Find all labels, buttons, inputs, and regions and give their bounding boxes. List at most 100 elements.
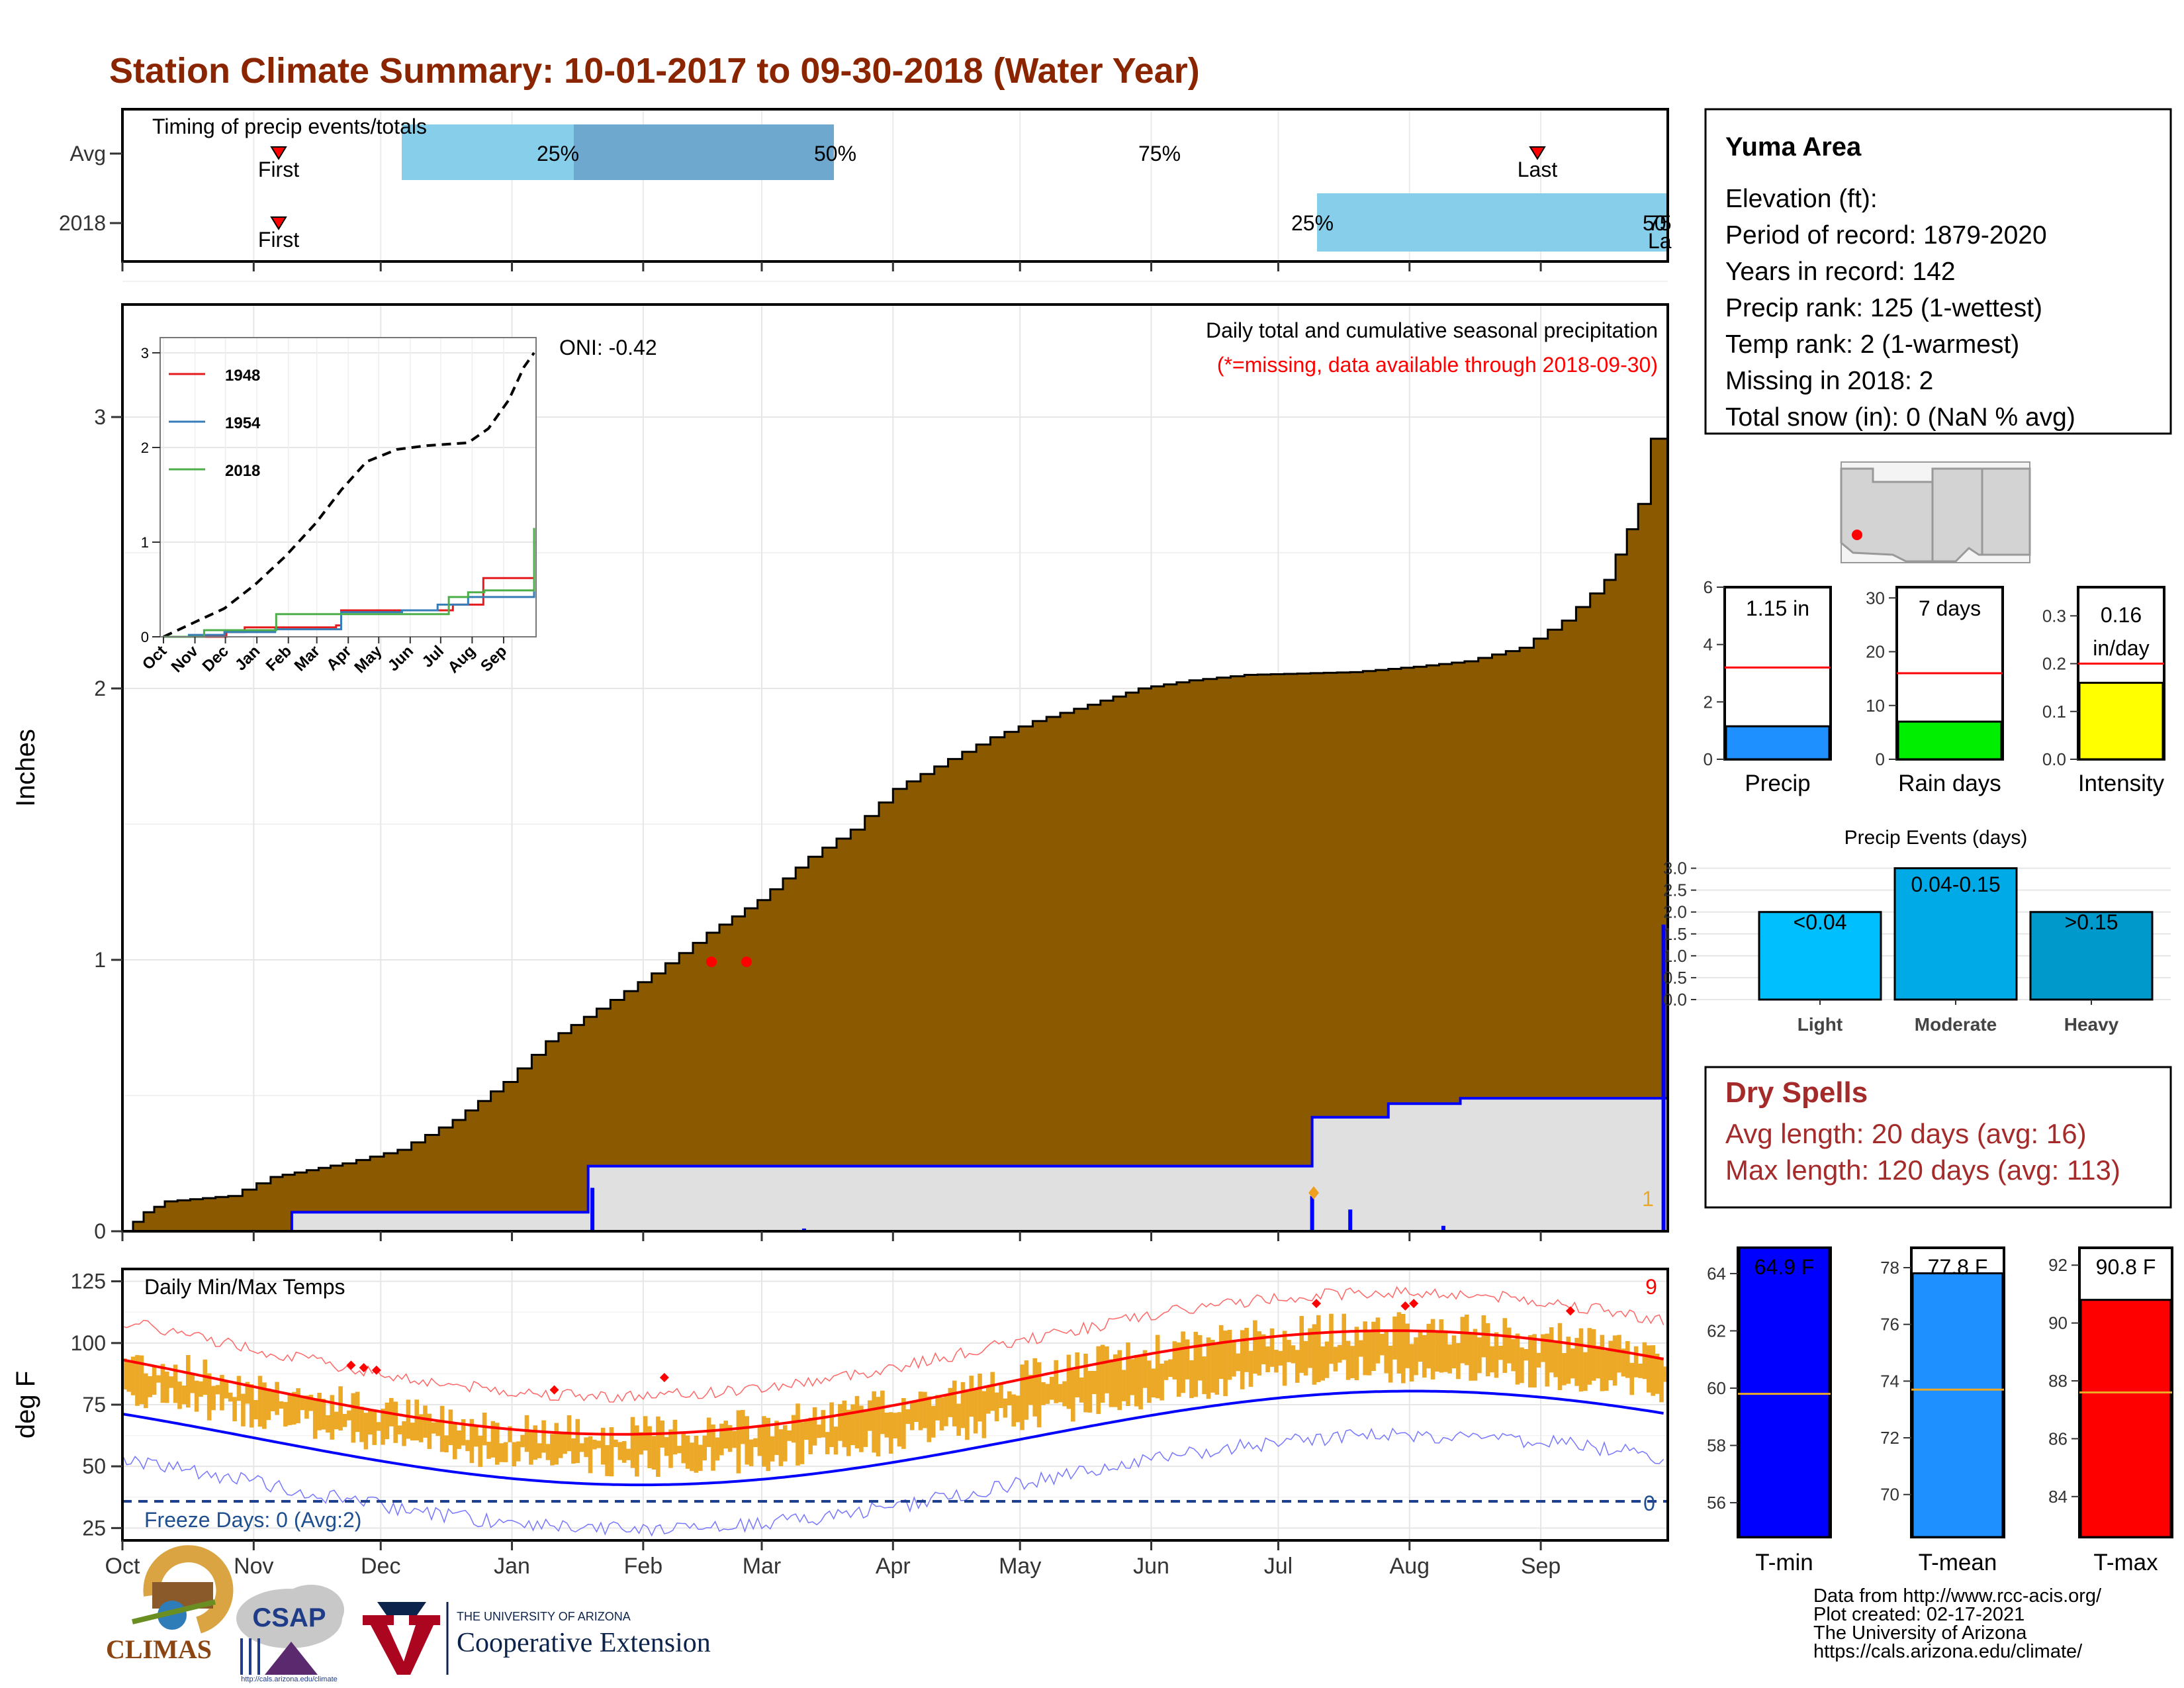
daily-temp-bar (952, 1380, 957, 1427)
daily-temp-bar (1473, 1329, 1478, 1381)
daily-temp-bar (1130, 1359, 1135, 1395)
daily-temp-bar (1126, 1342, 1130, 1406)
daily-temp-bar (872, 1391, 876, 1453)
daily-temp-bar (1520, 1347, 1524, 1383)
rain-days-value: 7 days (1919, 596, 1981, 620)
mini-charts: 1.15 in 7 days 0.16 in/day Precip Rain d… (1704, 577, 2165, 796)
daily-temp-bar (817, 1425, 821, 1438)
daily-temp-bar (1469, 1334, 1473, 1381)
locator-map (1840, 461, 2031, 563)
ua-big-text: Cooperative Extension (457, 1628, 711, 1658)
missing-marker (706, 957, 717, 967)
daily-temp-bar (545, 1444, 551, 1460)
month-label: Feb (624, 1554, 663, 1579)
station-info: Yuma Area Elevation (ft): Period of reco… (1704, 108, 2172, 435)
footer-line: Plot created: 02-17-2021 (1813, 1604, 2025, 1625)
daily-temp-bar (1265, 1346, 1270, 1372)
month-label: Jul (1264, 1554, 1293, 1579)
daily-temp-bar (1138, 1354, 1143, 1410)
daily-temp-bar (550, 1434, 555, 1466)
record-temp-marker (359, 1363, 369, 1373)
daily-temp-bar (253, 1400, 258, 1420)
daily-temp-bar (228, 1392, 233, 1402)
daily-temp-bar (241, 1393, 246, 1427)
temp-summary-y-tick: 62 (1707, 1321, 1726, 1340)
daily-temp-bar (1244, 1327, 1249, 1372)
daily-temp-bar (453, 1422, 457, 1460)
daily-temp-bar (1549, 1327, 1554, 1373)
month-label: Sep (1521, 1554, 1561, 1579)
daily-temp-bar (1338, 1344, 1342, 1363)
event-label-moderate: Moderate (1915, 1014, 1997, 1035)
daily-temp-bar (1363, 1321, 1367, 1376)
timing-panel: Timing of precip events/totals Avg 2018 … (59, 108, 1672, 271)
daily-temp-bar (1371, 1321, 1376, 1371)
daily-temp-bar (152, 1366, 157, 1395)
daily-temp-bar (291, 1391, 296, 1425)
daily-temp-bar (1269, 1328, 1275, 1367)
daily-temp-bar (1359, 1340, 1363, 1357)
temp-summary-value: 90.8 F (2096, 1255, 2156, 1279)
daily-temp-bar (347, 1410, 351, 1421)
daily-temp-bar (1515, 1333, 1520, 1385)
daily-temp-bar (690, 1442, 694, 1472)
daily-temp-bar (1282, 1331, 1287, 1386)
daily-temp-bar (719, 1423, 724, 1456)
daily-temp-bar (672, 1419, 678, 1455)
daily-temp-bar (1032, 1358, 1037, 1417)
csap-wordmark: CSAP (252, 1603, 326, 1632)
events-y-tick: 3.0 (1663, 859, 1687, 878)
daily-temp-bar (990, 1372, 995, 1411)
month-label: Mar (743, 1554, 782, 1579)
daily-temp-bar (681, 1432, 686, 1464)
mini-y-tick: 10 (1866, 696, 1885, 716)
daily-temp-bar (512, 1442, 517, 1467)
daily-temp-bar (973, 1389, 978, 1434)
daily-temp-bar (1600, 1335, 1605, 1391)
daily-temp-bar (621, 1441, 627, 1463)
daily-temp-bar (854, 1395, 860, 1449)
daily-temp-bar (944, 1394, 948, 1427)
cumulative-precip-area (122, 381, 1669, 1233)
intensity-unit: in/day (2093, 636, 2149, 660)
daily-temp-bar (1163, 1360, 1169, 1380)
daily-temp-bar (935, 1395, 940, 1421)
daily-temp-bar (787, 1430, 792, 1441)
daily-temp-bar (1087, 1371, 1093, 1413)
daily-temp-bar (1202, 1356, 1206, 1395)
daily-temp-bar (1490, 1346, 1494, 1373)
daily-temp-bar (804, 1421, 809, 1440)
daily-temp-bar (1354, 1327, 1359, 1380)
daily-temp-bar (1396, 1312, 1402, 1374)
daily-temp-bar (1481, 1315, 1486, 1358)
daily-temp-bar (736, 1410, 741, 1474)
dry-spells-title: Dry Spells (1725, 1076, 1868, 1109)
y2018-25-label: 25% (1291, 211, 1334, 235)
events-y-tick: 2.5 (1663, 880, 1687, 900)
daily-temp-bar (1532, 1334, 1537, 1388)
daily-temp-bar (1096, 1346, 1101, 1415)
daily-temp-bar (1494, 1332, 1499, 1378)
daily-temp-bar (617, 1442, 623, 1460)
daily-temp-bar (177, 1382, 182, 1409)
temp-summary-y-tick: 86 (2048, 1429, 2068, 1448)
avg-last-marker (1529, 146, 1546, 160)
daily-temp-bar (1206, 1337, 1211, 1399)
daily-temp-bar (1113, 1354, 1118, 1407)
daily-temp-bar (1506, 1327, 1512, 1364)
record-temp-marker (659, 1373, 669, 1382)
daily-temp-bar (1414, 1337, 1418, 1376)
daily-temp-bar (1578, 1328, 1584, 1392)
daily-temp-bar (1236, 1353, 1241, 1372)
month-label: Aug (1390, 1554, 1430, 1579)
daily-temp-bar (435, 1420, 440, 1436)
station-location-dot (1852, 530, 1862, 540)
daily-temp-bar (609, 1427, 614, 1477)
daily-temp-bar (393, 1401, 398, 1443)
daily-temp-bar (1227, 1329, 1232, 1380)
y2018-range-bar (1317, 193, 1668, 252)
daily-temp-bar (1392, 1316, 1397, 1360)
month-label: Nov (234, 1554, 273, 1579)
daily-temp-bar (312, 1399, 318, 1439)
